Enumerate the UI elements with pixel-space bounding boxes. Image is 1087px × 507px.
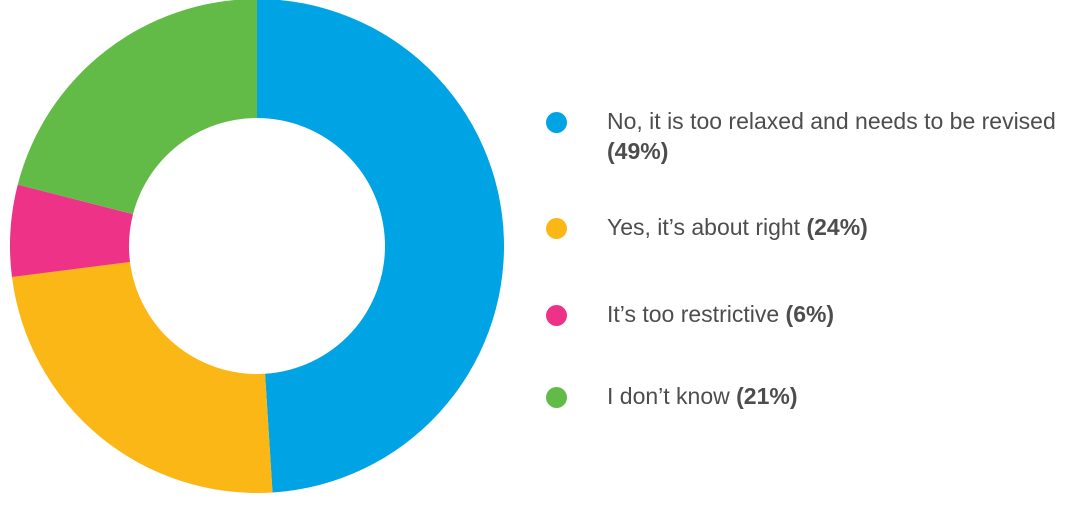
legend-label-too-restrictive: It’s too restrictive [607,301,780,327]
legend-item-about-right: Yes, it’s about right (24%) [546,212,1087,242]
donut-svg [10,0,505,493]
slice-too-relaxed [257,0,505,493]
slice-too-restrictive [10,184,134,277]
legend-pct-too-restrictive: (6%) [785,301,835,327]
legend-label-too-relaxed: No, it is too relaxed and needs to be re… [607,108,1056,134]
legend-text-too-restrictive: It’s too restrictive (6%) [607,299,1087,329]
legend-swatch-about-right [546,218,567,239]
legend-label-about-right: Yes, it’s about right [607,214,801,240]
legend-item-too-relaxed: No, it is too relaxed and needs to be re… [546,106,1087,166]
legend-text-too-relaxed: No, it is too relaxed and needs to be re… [607,106,1087,166]
slice-dont-know [17,0,257,215]
legend-label-dont-know: I don’t know [607,383,730,409]
legend-text-dont-know: I don’t know (21%) [607,381,1087,411]
legend-swatch-too-relaxed [546,112,567,133]
legend-item-dont-know: I don’t know (21%) [546,381,1087,411]
legend: No, it is too relaxed and needs to be re… [546,0,1086,507]
legend-pct-too-relaxed: (49%) [607,138,669,164]
legend-swatch-too-restrictive [546,305,567,326]
slice-about-right [11,262,273,493]
legend-item-too-restrictive: It’s too restrictive (6%) [546,299,1087,329]
legend-pct-dont-know: (21%) [736,383,798,409]
legend-pct-about-right: (24%) [806,214,868,240]
legend-swatch-dont-know [546,387,567,408]
legend-text-about-right: Yes, it’s about right (24%) [607,212,1087,242]
